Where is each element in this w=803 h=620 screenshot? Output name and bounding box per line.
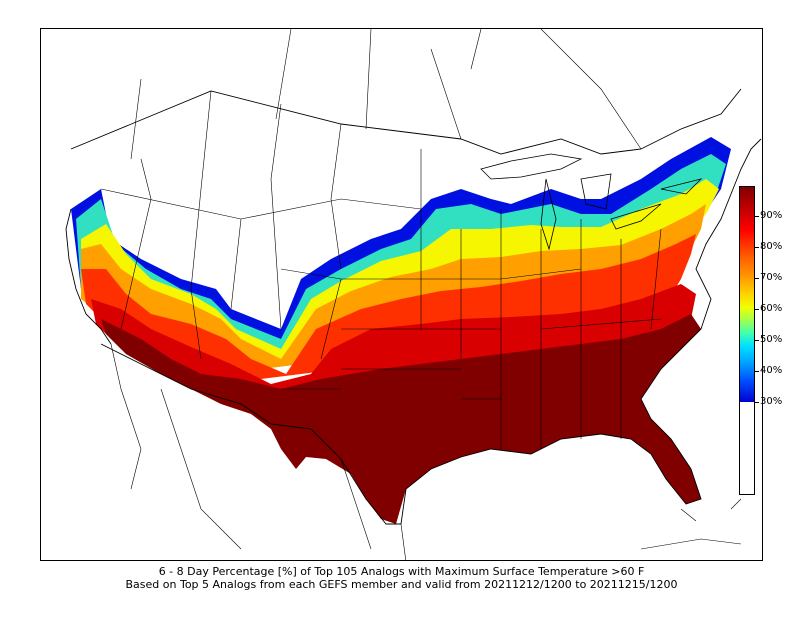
canada-lines (275, 29, 642, 150)
colorbar-label-80: 80% (760, 241, 783, 252)
colorbar-tick (755, 216, 759, 217)
colorbar-tick (755, 402, 759, 403)
colorbar-tick (755, 340, 759, 341)
us-canada-border (70, 88, 742, 155)
colorbar (739, 186, 755, 495)
colorbar-gradient (740, 187, 754, 402)
colorbar-tick (755, 278, 759, 279)
colorbar-label-60: 60% (760, 303, 783, 314)
colorbar-label-70: 70% (760, 272, 783, 283)
caption-line-1: 6 - 8 Day Percentage [%] of Top 105 Anal… (158, 565, 645, 578)
map-caption: 6 - 8 Day Percentage [%] of Top 105 Anal… (0, 565, 803, 591)
percentage-field (71, 137, 731, 524)
colorbar-label-40: 40% (760, 365, 783, 376)
great-lakes (480, 153, 703, 251)
coast-details (640, 498, 742, 550)
colorbar-label-90: 90% (760, 210, 783, 221)
colorbar-label-30: 30% (760, 396, 783, 407)
map-panel (40, 28, 763, 561)
us-mexico-border (100, 343, 401, 525)
colorbar-tick (755, 371, 759, 372)
state-lines (100, 78, 662, 449)
colorbar-tick (755, 247, 759, 248)
band-very-high (101, 314, 701, 524)
analog-percentage-map (65, 29, 762, 560)
caption-line-2: Based on Top 5 Analogs from each GEFS me… (125, 578, 678, 591)
basemap-lines (65, 29, 762, 560)
band-high (91, 284, 696, 399)
pacific-coast (65, 208, 112, 345)
atlantic-coast (695, 138, 762, 330)
colorbar-label-50: 50% (760, 334, 783, 345)
gulf-coast (400, 328, 702, 525)
colorbar-tick (755, 309, 759, 310)
mexico-outline (110, 343, 407, 560)
